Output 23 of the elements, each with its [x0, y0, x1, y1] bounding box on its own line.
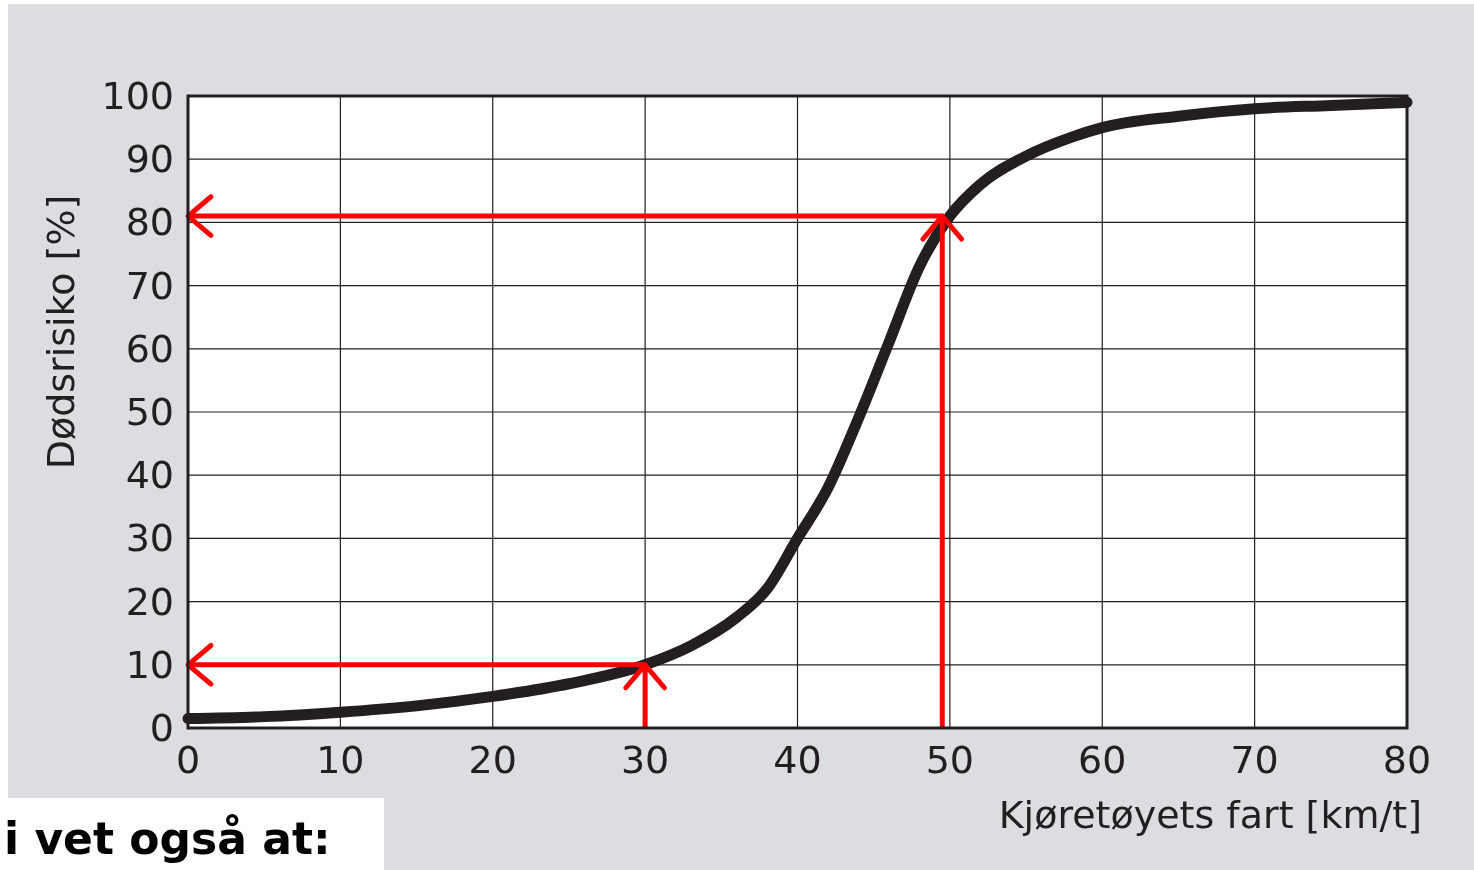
y-tick-label: 100	[101, 74, 174, 118]
x-tick-label: 10	[316, 738, 365, 782]
x-tick-label: 80	[1382, 738, 1432, 782]
x-tick-label: 50	[925, 738, 975, 782]
y-tick-label: 50	[125, 390, 174, 434]
y-tick-label: 90	[125, 137, 174, 182]
text: i vet også at:	[4, 813, 331, 864]
x-axis-title: Kjøretøyets fart [km/t]	[998, 793, 1422, 837]
y-tick-label: 70	[125, 263, 174, 308]
y-tick-label: 20	[125, 579, 174, 624]
y-tick-label: 80	[125, 200, 174, 245]
x-tick-label: 60	[1078, 738, 1127, 782]
y-axis-title: Dødsrisiko [%]	[39, 194, 83, 470]
y-tick-label: 0	[149, 706, 174, 750]
x-tick-label: 70	[1230, 738, 1279, 782]
x-tick-label: 40	[773, 738, 822, 782]
y-tick-label: 60	[125, 326, 174, 371]
x-tick-label: 20	[468, 738, 517, 782]
x-tick-label: 30	[620, 738, 670, 782]
y-tick-label: 30	[125, 516, 174, 561]
y-tick-label: 10	[125, 642, 174, 687]
y-tick-label: 40	[125, 453, 174, 498]
x-tick-label: 0	[175, 738, 201, 782]
